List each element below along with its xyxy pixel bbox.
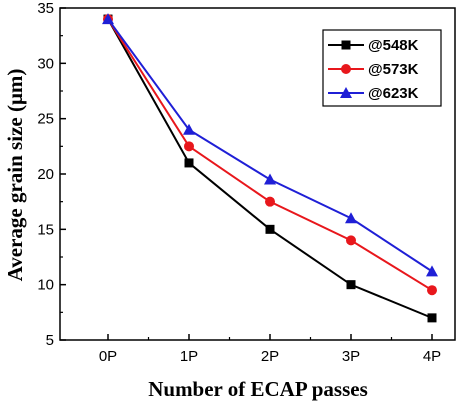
legend-marker [341, 64, 351, 74]
series-layer [102, 13, 438, 323]
axes: 5 10 15 20 25 30 35 0P 1P 2P 3P 4P [37, 0, 456, 365]
y-tick-label: 15 [37, 221, 54, 238]
data-point [427, 313, 437, 323]
data-point [102, 13, 114, 25]
legend-label: @548K [368, 37, 419, 54]
data-point [426, 265, 438, 277]
data-point [346, 235, 356, 246]
series-623k [102, 13, 438, 277]
data-point [427, 285, 437, 296]
legend-label: @623K [368, 85, 419, 102]
data-point [183, 123, 195, 135]
data-point [345, 212, 357, 224]
legend-marker [341, 40, 351, 50]
x-tick-label: 0P [99, 348, 117, 365]
x-tick-label: 2P [261, 348, 279, 365]
x-tick-label: 1P [180, 348, 198, 365]
x-axis-title: Number of ECAP passes [148, 377, 368, 401]
legend: @548K @573K @623K [322, 29, 442, 107]
y-tick-label: 10 [37, 277, 54, 294]
data-point [264, 173, 276, 185]
legend-item: @548K [328, 37, 419, 54]
data-point [346, 280, 356, 290]
legend-marker [340, 87, 352, 98]
y-tick-label: 35 [37, 0, 54, 17]
data-point [184, 141, 194, 152]
data-point [265, 196, 275, 207]
legend-label: @573K [368, 61, 419, 78]
y-tick-label: 25 [37, 111, 54, 128]
y-tick-label: 5 [46, 332, 54, 349]
x-tick-label: 4P [423, 348, 441, 365]
y-axis-title: Average grain size (μm) [3, 69, 27, 282]
legend-item: @623K [328, 85, 419, 102]
y-tick-label: 20 [37, 166, 54, 183]
y-tick-label: 30 [37, 55, 54, 72]
data-point [184, 158, 194, 168]
legend-item: @573K [328, 61, 419, 78]
x-tick-label: 3P [342, 348, 360, 365]
data-point [265, 224, 275, 234]
